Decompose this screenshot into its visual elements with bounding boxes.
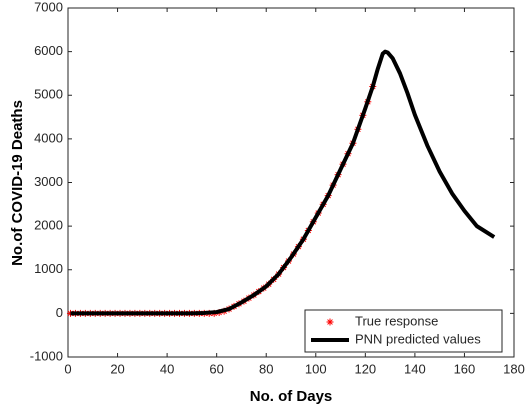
x-axis-label: No. of Days	[250, 388, 333, 405]
x-tick-label: 120	[354, 361, 376, 376]
x-tick-label: 60	[209, 361, 223, 376]
y-tick-label: 3000	[34, 174, 63, 189]
y-tick-label: 6000	[34, 43, 63, 58]
x-tick-label: 80	[259, 361, 273, 376]
y-tick-label: 2000	[34, 218, 63, 233]
legend-box	[304, 309, 503, 353]
y-tick-label: 0	[56, 305, 63, 320]
marker-stroke	[327, 319, 333, 325]
y-tick-label: 1000	[34, 261, 63, 276]
x-tick-label: 180	[503, 361, 525, 376]
x-tick-label: 140	[404, 361, 426, 376]
legend-label: True response	[355, 313, 438, 328]
legend-label: PNN predicted values	[355, 331, 481, 346]
y-tick-label: 7000	[34, 0, 63, 14]
x-tick-label: 0	[64, 361, 71, 376]
y-tick-label: -1000	[30, 348, 63, 363]
plot-area	[67, 7, 515, 358]
y-tick-label: 5000	[34, 87, 63, 102]
x-tick-label: 100	[305, 361, 327, 376]
x-tick-label: 160	[454, 361, 476, 376]
legend: True response PNN predicted values	[304, 309, 503, 353]
y-axis-label: No.of COVID-19 Deaths	[9, 100, 26, 266]
y-tick-label: 4000	[34, 130, 63, 145]
data-line	[70, 49, 496, 316]
x-tick-label: 40	[160, 361, 174, 376]
legend-symbol	[326, 318, 334, 326]
x-tick-label: 20	[110, 361, 124, 376]
